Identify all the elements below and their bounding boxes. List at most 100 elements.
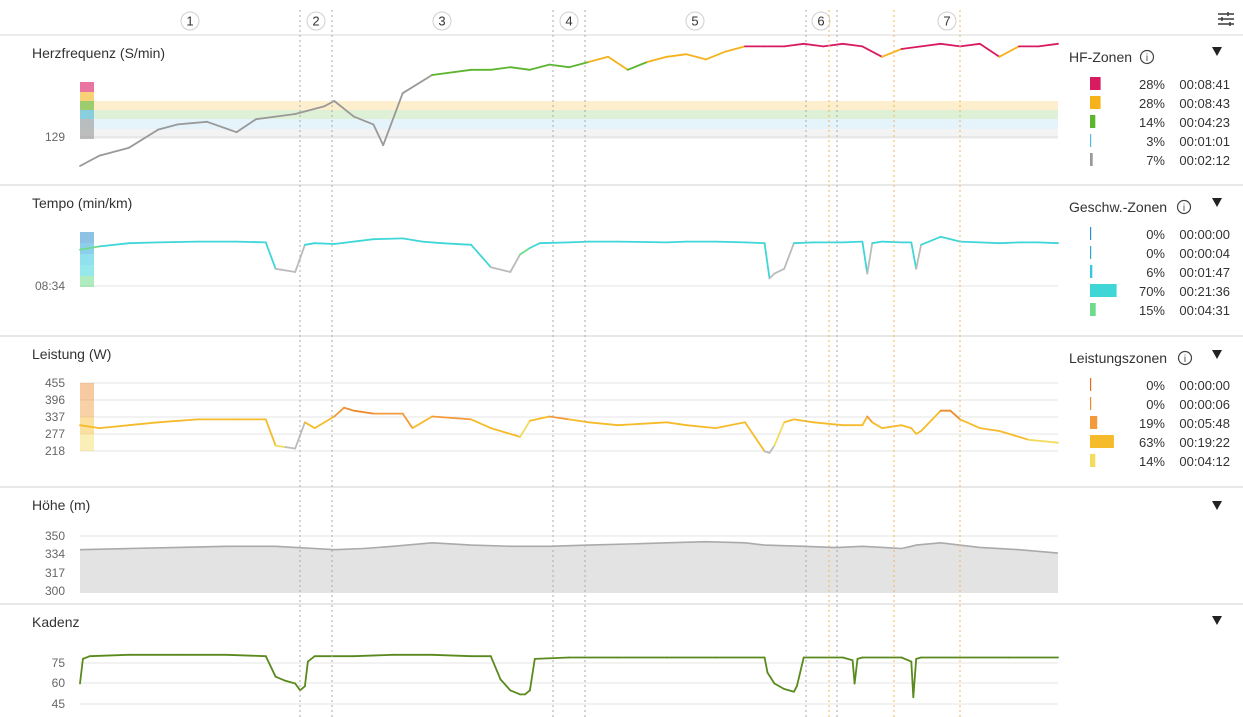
- series-segment: [796, 656, 805, 688]
- collapse-toggle-2-chevron-down-icon[interactable]: [1212, 198, 1222, 207]
- series-segment: [235, 240, 267, 244]
- series-segment: [274, 113, 297, 118]
- zone-bar: [1090, 303, 1096, 316]
- series-segment: [421, 240, 443, 245]
- series-segment: [264, 241, 277, 270]
- altitude-line: [79, 540, 1059, 554]
- zone-percent: 19%: [1139, 416, 1165, 431]
- zone-time: 00:19:22: [1179, 435, 1230, 450]
- panel-title: Leistung (W): [32, 346, 111, 362]
- series-segment: [1037, 241, 1059, 245]
- series-segment: [98, 424, 130, 430]
- series-segment: [998, 430, 1010, 435]
- collapse-toggle-3-chevron-down-icon[interactable]: [1212, 350, 1222, 359]
- zone-row: 0% 00:00:04: [1090, 246, 1230, 261]
- zone-percent: 15%: [1139, 303, 1165, 318]
- zone-percent: 0%: [1146, 246, 1165, 261]
- series-segment: [157, 418, 199, 424]
- series-segment: [793, 241, 815, 245]
- zone-percent: 14%: [1139, 454, 1165, 469]
- series-segment: [303, 660, 309, 688]
- series-segment: [333, 100, 355, 118]
- series-segment: [861, 45, 883, 58]
- series-segment: [382, 92, 404, 147]
- series-segment: [323, 100, 336, 108]
- series-segment: [915, 243, 922, 270]
- series-segment: [431, 653, 473, 658]
- series-segment: [900, 656, 913, 663]
- zone-row: 0% 00:00:00: [1090, 227, 1230, 242]
- lap-marker-1[interactable]: 1: [180, 11, 200, 31]
- y-tick-label: 45: [52, 697, 66, 711]
- collapse-toggle-5-chevron-down-icon[interactable]: [1212, 616, 1222, 625]
- series-segment: [841, 240, 864, 244]
- series-segment: [646, 55, 668, 63]
- series-segment: [127, 421, 160, 427]
- series-segment: [871, 421, 883, 430]
- series-segment: [822, 42, 844, 48]
- series-segment: [274, 675, 287, 682]
- series-segment: [773, 682, 786, 690]
- series-segment: [284, 446, 297, 450]
- series-segment: [912, 658, 918, 699]
- zone-scale: [80, 254, 94, 265]
- zone-row: 28% 00:08:41: [1090, 77, 1230, 92]
- lap-marker-7[interactable]: 7: [937, 11, 957, 31]
- zone-bar: [1090, 397, 1092, 410]
- zone-time: 00:02:12: [1179, 153, 1230, 168]
- lap-marker-4[interactable]: 4: [559, 11, 579, 31]
- zone-percent: 0%: [1146, 397, 1165, 412]
- zone-row: 3% 00:01:01: [1090, 134, 1230, 149]
- info-icon[interactable]: i: [1176, 199, 1192, 215]
- series-segment: [79, 154, 101, 167]
- panel-3: Leistung (W) 455 396 337 277 218 Leistungszone…: [0, 335, 1243, 469]
- sliders-icon[interactable]: [1218, 12, 1234, 26]
- series-segment: [900, 45, 922, 50]
- zone-percent: 14%: [1139, 115, 1165, 130]
- series-segment: [509, 253, 521, 273]
- y-tick-label: 337: [45, 410, 65, 424]
- series-segment: [548, 63, 570, 69]
- lap-marker-6[interactable]: 6: [811, 11, 831, 31]
- info-icon[interactable]: i: [1177, 350, 1193, 366]
- zone-bar: [1090, 454, 1096, 467]
- zone-band: [80, 119, 1058, 129]
- series-segment: [587, 55, 609, 63]
- series-segment: [763, 242, 771, 280]
- series-segment: [313, 415, 336, 430]
- zone-time: 00:00:04: [1179, 246, 1230, 261]
- lap-marker-2[interactable]: 2: [306, 11, 326, 31]
- series-segment: [206, 120, 238, 134]
- series-segment: [568, 240, 590, 244]
- series-segment: [900, 424, 913, 430]
- altitude-area: [80, 541, 1058, 593]
- collapse-toggle-4-chevron-down-icon[interactable]: [1212, 501, 1222, 510]
- series-segment: [783, 418, 795, 424]
- zone-scale: [80, 82, 94, 92]
- series-segment: [714, 240, 746, 244]
- panel-title: Tempo (min/km): [32, 195, 132, 211]
- series-segment: [568, 418, 590, 424]
- lap-marker-3[interactable]: 3: [432, 11, 452, 31]
- y-tick-label: 60: [52, 676, 66, 690]
- series-segment: [1037, 42, 1059, 48]
- series-segment: [127, 241, 160, 245]
- series-segment: [255, 115, 277, 121]
- series-segment: [568, 61, 590, 69]
- series-segment: [665, 240, 688, 244]
- collapse-toggle-1-chevron-down-icon[interactable]: [1212, 47, 1222, 56]
- series-segment: [401, 412, 414, 430]
- zone-time: 00:00:06: [1179, 397, 1230, 412]
- series-segment: [920, 42, 942, 48]
- series-segment: [529, 658, 536, 692]
- zone-bar: [1090, 284, 1117, 297]
- zone-bar: [1090, 246, 1092, 259]
- series-segment: [421, 415, 434, 424]
- info-icon[interactable]: i: [1139, 49, 1155, 65]
- series-segment: [939, 42, 962, 48]
- zone-row: 6% 00:01:47: [1090, 265, 1230, 280]
- y-tick-label: 350: [45, 529, 65, 543]
- zone-bar: [1090, 134, 1092, 147]
- lap-marker-5[interactable]: 5: [685, 11, 705, 31]
- series-segment: [529, 242, 541, 249]
